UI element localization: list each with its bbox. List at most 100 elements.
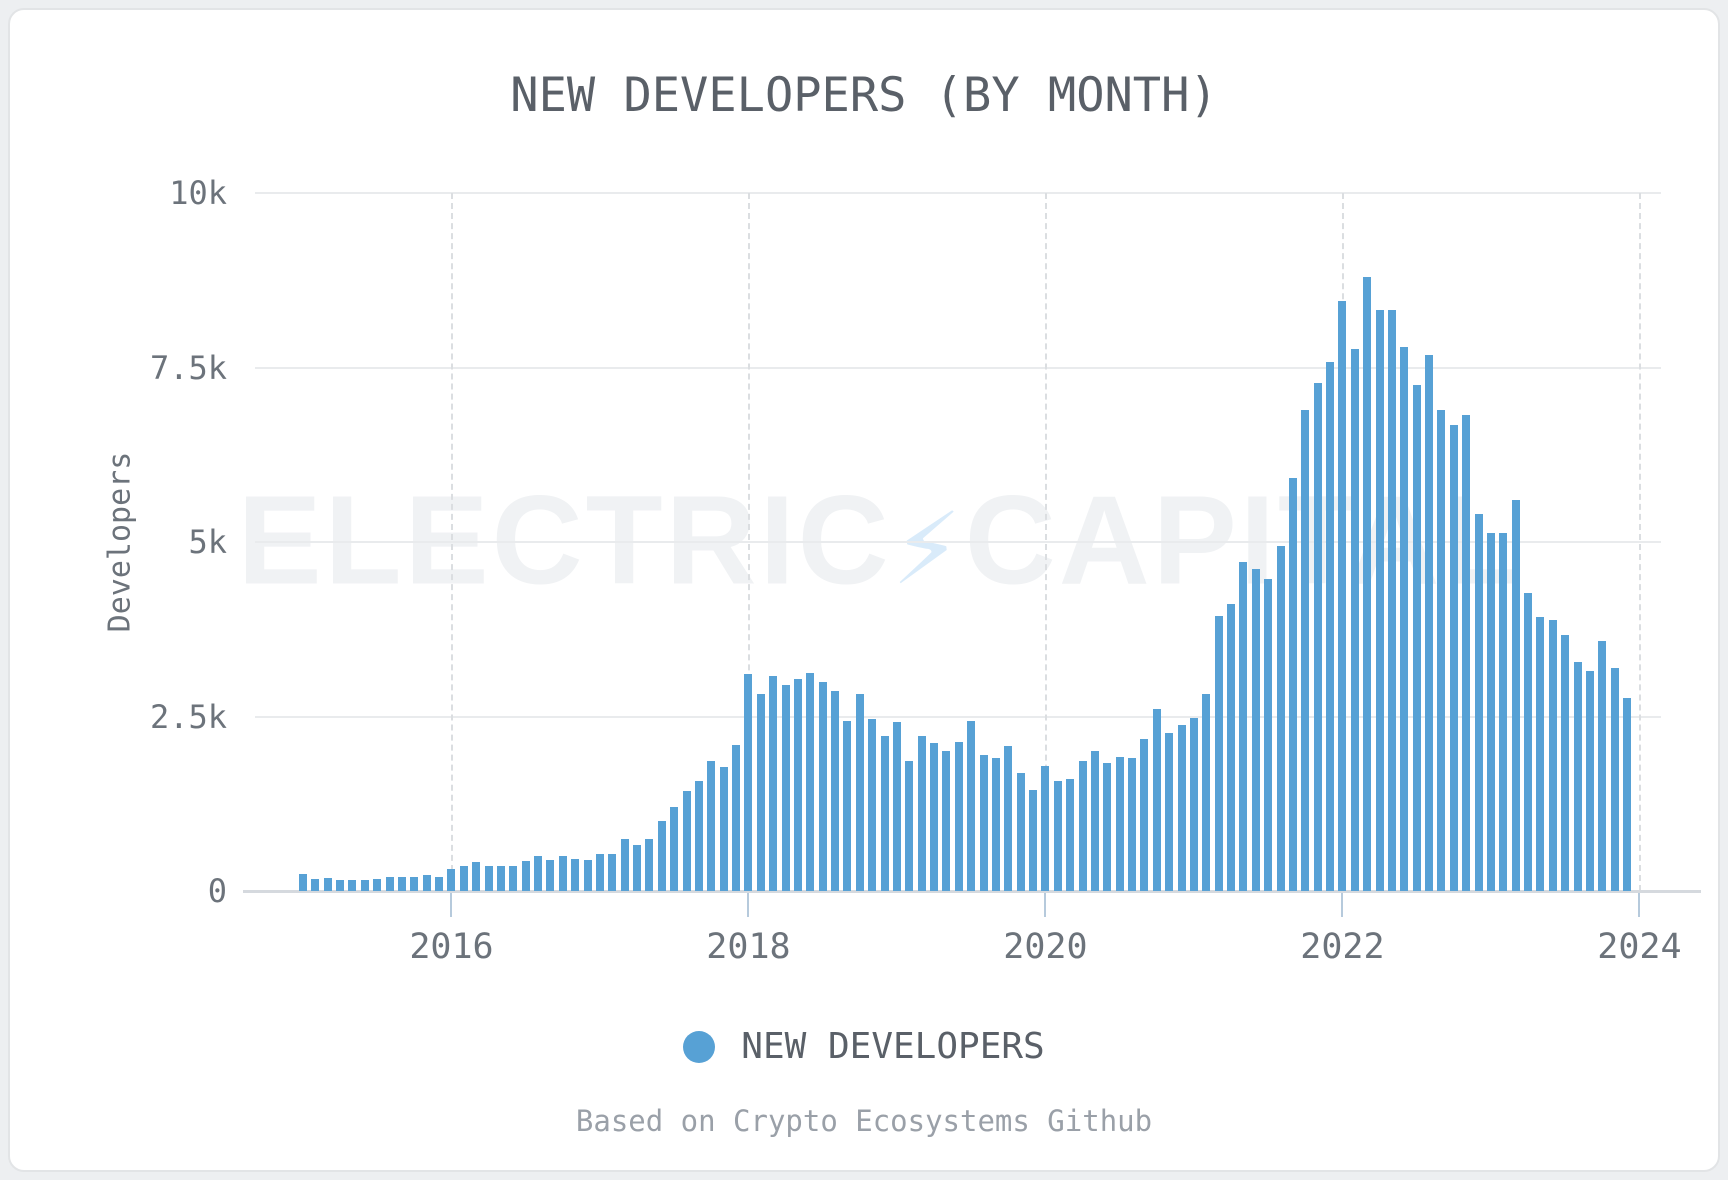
bar-2022-06[interactable]	[1400, 346, 1409, 891]
bar-2015-08[interactable]	[385, 877, 394, 891]
bar-2020-04[interactable]	[1078, 760, 1087, 891]
bar-2018-02[interactable]	[756, 694, 765, 891]
bar-2016-01[interactable]	[447, 869, 456, 891]
bar-2015-11[interactable]	[422, 874, 431, 891]
bar-2019-07[interactable]	[967, 721, 976, 891]
bar-2022-12[interactable]	[1474, 514, 1483, 891]
bar-2015-02[interactable]	[311, 878, 320, 891]
bar-2021-03[interactable]	[1214, 616, 1223, 891]
bar-2017-12[interactable]	[732, 745, 741, 891]
bar-2018-01[interactable]	[744, 673, 753, 891]
bar-2017-05[interactable]	[645, 839, 654, 891]
bar-2019-04[interactable]	[930, 742, 939, 891]
bar-2021-07[interactable]	[1264, 579, 1273, 891]
bar-2023-04[interactable]	[1524, 592, 1533, 891]
bar-2021-06[interactable]	[1251, 568, 1260, 891]
bar-2020-08[interactable]	[1128, 757, 1137, 891]
bar-2021-10[interactable]	[1301, 409, 1310, 891]
bar-2016-02[interactable]	[459, 865, 468, 891]
bar-2018-06[interactable]	[806, 672, 815, 891]
bar-2023-12[interactable]	[1623, 697, 1632, 891]
bar-2016-06[interactable]	[509, 866, 518, 891]
bar-2023-11[interactable]	[1610, 667, 1619, 891]
bar-2020-07[interactable]	[1115, 756, 1124, 891]
bar-2016-04[interactable]	[484, 865, 493, 891]
bar-2017-01[interactable]	[595, 854, 604, 891]
bar-2021-08[interactable]	[1276, 545, 1285, 891]
bar-2022-01[interactable]	[1338, 300, 1347, 891]
bar-2022-11[interactable]	[1462, 415, 1471, 891]
bar-2018-11[interactable]	[868, 718, 877, 891]
bar-2021-01[interactable]	[1189, 718, 1198, 891]
bar-2020-05[interactable]	[1090, 751, 1099, 891]
bar-2023-03[interactable]	[1511, 499, 1520, 891]
bar-2021-04[interactable]	[1227, 604, 1236, 891]
bar-2020-01[interactable]	[1041, 766, 1050, 891]
bar-2017-06[interactable]	[657, 821, 666, 891]
bar-2023-02[interactable]	[1499, 532, 1508, 891]
bar-2022-07[interactable]	[1412, 384, 1421, 891]
bar-2018-05[interactable]	[793, 679, 802, 891]
bar-2016-07[interactable]	[521, 861, 530, 891]
bar-2017-03[interactable]	[620, 839, 629, 891]
bar-2019-03[interactable]	[917, 736, 926, 891]
bar-2021-12[interactable]	[1326, 361, 1335, 891]
bar-2019-08[interactable]	[979, 754, 988, 891]
bar-2016-05[interactable]	[496, 865, 505, 891]
bar-2015-07[interactable]	[373, 879, 382, 891]
bar-2019-06[interactable]	[954, 741, 963, 891]
bar-2016-12[interactable]	[583, 860, 592, 891]
bar-2018-08[interactable]	[831, 691, 840, 891]
bar-2022-08[interactable]	[1425, 354, 1434, 891]
bar-2023-01[interactable]	[1486, 532, 1495, 891]
bar-2021-05[interactable]	[1239, 561, 1248, 891]
bar-2020-03[interactable]	[1066, 778, 1075, 891]
bar-2022-10[interactable]	[1449, 424, 1458, 891]
bar-2015-10[interactable]	[410, 877, 419, 891]
bar-2023-05[interactable]	[1536, 617, 1545, 891]
bar-2015-05[interactable]	[348, 880, 357, 891]
bar-2020-12[interactable]	[1177, 724, 1186, 891]
bar-2015-03[interactable]	[323, 878, 332, 891]
bar-2015-12[interactable]	[435, 877, 444, 891]
bar-2019-05[interactable]	[942, 751, 951, 891]
bar-2020-09[interactable]	[1140, 739, 1149, 891]
bar-2015-09[interactable]	[397, 877, 406, 891]
bar-2021-09[interactable]	[1288, 478, 1297, 891]
bar-2022-04[interactable]	[1375, 309, 1384, 891]
bar-2015-04[interactable]	[336, 880, 345, 891]
bar-2021-11[interactable]	[1313, 382, 1322, 891]
bar-2018-12[interactable]	[880, 736, 889, 891]
bar-2018-09[interactable]	[843, 721, 852, 891]
bar-2018-03[interactable]	[769, 676, 778, 891]
bar-2017-04[interactable]	[633, 845, 642, 891]
bar-2019-11[interactable]	[1016, 772, 1025, 891]
bar-2022-02[interactable]	[1350, 349, 1359, 891]
bar-2016-08[interactable]	[534, 856, 543, 891]
bar-2017-08[interactable]	[682, 790, 691, 891]
bar-2017-10[interactable]	[707, 761, 716, 891]
bar-2017-09[interactable]	[694, 781, 703, 891]
bar-2021-02[interactable]	[1202, 694, 1211, 891]
bar-2017-07[interactable]	[670, 806, 679, 891]
bar-2018-07[interactable]	[818, 682, 827, 891]
bar-2022-05[interactable]	[1387, 309, 1396, 891]
bar-2023-06[interactable]	[1548, 619, 1557, 891]
bar-2019-01[interactable]	[892, 722, 901, 891]
bar-2017-02[interactable]	[608, 854, 617, 891]
bar-2019-02[interactable]	[905, 760, 914, 891]
bar-2018-04[interactable]	[781, 685, 790, 891]
bar-2020-06[interactable]	[1103, 763, 1112, 891]
bar-2020-11[interactable]	[1165, 733, 1174, 891]
bar-2015-01[interactable]	[299, 874, 307, 891]
bar-2016-11[interactable]	[571, 858, 580, 891]
bar-2016-03[interactable]	[472, 862, 481, 891]
bar-2023-09[interactable]	[1585, 670, 1594, 891]
bar-2020-10[interactable]	[1152, 709, 1161, 891]
bar-2018-10[interactable]	[855, 694, 864, 891]
bar-2023-08[interactable]	[1573, 662, 1582, 891]
bar-2022-03[interactable]	[1363, 277, 1372, 891]
legend-item-new-developers[interactable]: NEW DEVELOPERS	[0, 1026, 1728, 1067]
bar-2020-02[interactable]	[1053, 781, 1062, 891]
bar-2019-12[interactable]	[1029, 790, 1038, 891]
